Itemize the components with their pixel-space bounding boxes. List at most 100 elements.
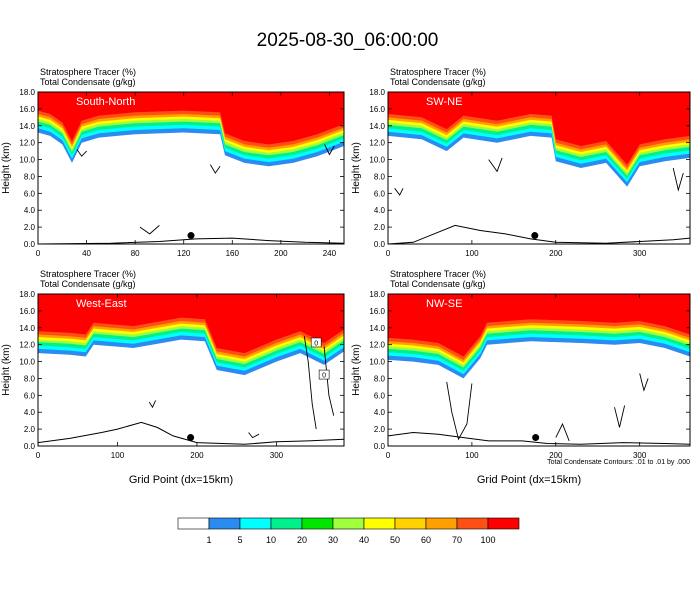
colorbar-swatch xyxy=(394,517,427,530)
y-tick-label: 6.0 xyxy=(24,189,36,198)
colorbar-swatch xyxy=(456,517,489,530)
location-marker xyxy=(187,232,195,240)
y-tick-label: 10.0 xyxy=(369,358,385,367)
colorbar-swatch xyxy=(363,517,396,530)
condensate-contour-1 xyxy=(303,336,317,430)
condensate-contour-0 xyxy=(394,188,404,196)
condensate-contour-1 xyxy=(488,157,503,173)
y-axis-label: Height (km) xyxy=(1,142,12,194)
y-tick-label: 10.0 xyxy=(19,358,35,367)
y-axis-label: Height (km) xyxy=(351,142,362,194)
condensate-contour-2 xyxy=(324,144,335,156)
y-tick-label: 14.0 xyxy=(369,324,385,333)
panel-header-line: Stratosphere Tracer (%) xyxy=(390,67,486,77)
x-tick-label: 80 xyxy=(131,249,140,258)
x-tick-label: 0 xyxy=(386,249,391,258)
x-tick-label: 40 xyxy=(82,249,91,258)
colorbar-label: 40 xyxy=(359,535,369,545)
x-tick-label: 0 xyxy=(386,451,391,460)
y-axis-label: Height (km) xyxy=(351,344,362,396)
plot-area: 00 xyxy=(38,294,344,446)
location-marker xyxy=(532,434,540,442)
y-tick-label: 2.0 xyxy=(24,425,36,434)
colorbar-label: 70 xyxy=(452,535,462,545)
condensate-contour-2 xyxy=(672,167,684,192)
y-tick-label: 12.0 xyxy=(19,341,35,350)
colorbar-label: 1 xyxy=(206,535,211,545)
x-tick-label: 300 xyxy=(633,451,647,460)
terrain-line xyxy=(38,421,344,445)
panel-1: Stratosphere Tracer (%)Total Condensate … xyxy=(351,67,691,258)
x-axis-label: Grid Point (dx=15km) xyxy=(477,474,581,486)
panel-header-line: Stratosphere Tracer (%) xyxy=(40,67,136,77)
panel-header-line: Total Condensate (g/kg) xyxy=(40,77,136,87)
x-tick-label: 100 xyxy=(111,451,125,460)
y-tick-label: 8.0 xyxy=(374,172,386,181)
colorbar-label: 20 xyxy=(297,535,307,545)
colorbar-swatch xyxy=(487,517,520,530)
tracer-band-7 xyxy=(388,294,690,357)
y-tick-label: 6.0 xyxy=(374,391,386,400)
panel-header-line: Total Condensate (g/kg) xyxy=(390,279,486,289)
plot-frame xyxy=(387,91,691,245)
x-tick-label: 200 xyxy=(549,451,563,460)
panel-header-line: Stratosphere Tracer (%) xyxy=(390,269,486,279)
y-tick-label: 12.0 xyxy=(19,139,35,148)
y-tick-label: 8.0 xyxy=(374,374,386,383)
x-tick-label: 0 xyxy=(36,451,41,460)
panels-group: Stratosphere Tracer (%)Total Condensate … xyxy=(1,67,691,486)
y-tick-label: 10.0 xyxy=(369,156,385,165)
y-tick-label: 12.0 xyxy=(369,341,385,350)
y-tick-label: 2.0 xyxy=(24,223,36,232)
location-marker xyxy=(531,232,539,240)
x-tick-label: 300 xyxy=(270,451,284,460)
plot-area xyxy=(388,92,690,244)
y-tick-label: 6.0 xyxy=(374,189,386,198)
terrain-line xyxy=(388,224,690,244)
colorbar-label: 50 xyxy=(390,535,400,545)
y-tick-label: 0.0 xyxy=(374,240,386,249)
panel-name-label: SW-NE xyxy=(426,96,462,108)
panel-header-line: Stratosphere Tracer (%) xyxy=(40,269,136,279)
condensate-contour-0 xyxy=(148,400,157,409)
x-tick-label: 0 xyxy=(36,249,41,258)
colorbar-label: 10 xyxy=(266,535,276,545)
tracer-band-7 xyxy=(38,92,344,145)
y-tick-label: 8.0 xyxy=(24,172,36,181)
panel-name-label: NW-SE xyxy=(426,298,462,310)
y-tick-label: 2.0 xyxy=(374,223,386,232)
terrain-line xyxy=(388,431,690,445)
y-tick-label: 18.0 xyxy=(369,88,385,97)
colorbar: 1 5 10 20 30 40 50 60 70 100 xyxy=(177,517,520,545)
terrain-line xyxy=(38,237,344,244)
x-tick-label: 240 xyxy=(323,249,337,258)
condensate-contour-3 xyxy=(639,373,649,392)
condensate-contour-3 xyxy=(248,432,260,439)
y-tick-label: 14.0 xyxy=(19,324,35,333)
plot-area xyxy=(38,92,344,244)
location-marker xyxy=(187,434,195,442)
x-tick-label: 160 xyxy=(226,249,240,258)
contour-label-box xyxy=(310,337,322,348)
condensate-contour-1 xyxy=(555,422,570,442)
colorbar-swatch xyxy=(177,517,210,530)
x-tick-label: 200 xyxy=(190,451,204,460)
colorbar-swatch xyxy=(270,517,303,530)
y-tick-label: 0.0 xyxy=(24,442,36,451)
y-tick-label: 12.0 xyxy=(369,139,385,148)
y-tick-label: 4.0 xyxy=(24,408,36,417)
contour-label-box xyxy=(318,369,330,380)
y-tick-label: 10.0 xyxy=(19,156,35,165)
tracer-band-7 xyxy=(388,92,690,165)
colorbar-swatch xyxy=(332,517,365,530)
panel-2: Stratosphere Tracer (%)Total Condensate … xyxy=(1,269,345,486)
colorbar-label: 5 xyxy=(237,535,242,545)
condensate-contour-2 xyxy=(614,405,626,428)
contour-label: 0 xyxy=(314,340,318,347)
colorbar-label: 30 xyxy=(328,535,338,545)
plot-frame xyxy=(387,293,691,447)
panel-0: Stratosphere Tracer (%)Total Condensate … xyxy=(1,67,345,258)
panel-header-line: Total Condensate (g/kg) xyxy=(390,77,486,87)
tracer-band-7 xyxy=(38,294,344,354)
main-title: 2025-08-30_06:00:00 xyxy=(256,30,439,51)
